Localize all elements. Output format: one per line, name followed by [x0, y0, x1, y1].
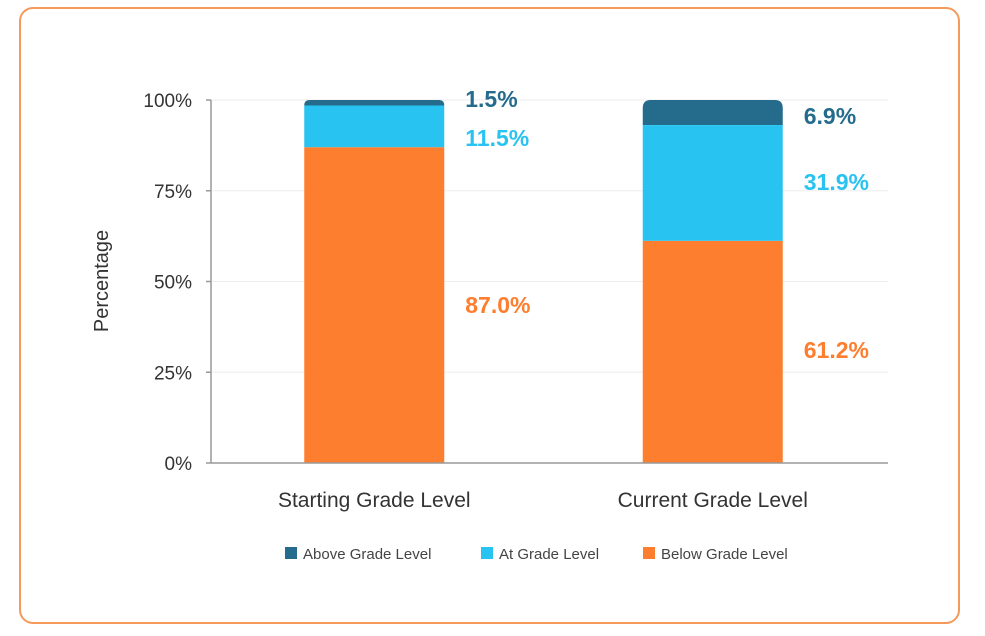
legend-swatch — [643, 547, 655, 559]
y-tick-label: 100% — [143, 91, 192, 112]
data-label: 61.2% — [804, 337, 869, 363]
data-label: 11.5% — [465, 125, 529, 151]
bar-segment — [304, 147, 445, 463]
data-label: 31.9% — [804, 169, 869, 195]
data-label: 1.5% — [465, 86, 517, 112]
category-label: Current Grade Level — [618, 489, 808, 512]
legend-label: Below Grade Level — [661, 546, 788, 563]
chart-card — [19, 7, 960, 624]
legend-label: Above Grade Level — [303, 546, 431, 563]
bars — [304, 100, 783, 463]
legend-label: At Grade Level — [499, 546, 599, 563]
y-tick-label: 75% — [154, 182, 192, 203]
bar-segment — [642, 125, 783, 241]
data-label: 87.0% — [465, 292, 530, 318]
y-ticks: 0% 25% 50% 75% 100% — [143, 91, 211, 475]
data-label: 6.9% — [804, 103, 856, 129]
legend: Above Grade Level At Grade Level Below Gra… — [285, 546, 788, 563]
y-tick-label: 0% — [165, 454, 193, 475]
bar-segment — [642, 240, 783, 463]
legend-swatch — [481, 547, 493, 559]
data-labels: 87.0% 11.5% 1.5% 61.2% 31.9% 6.9% — [465, 86, 869, 363]
y-tick-label: 50% — [154, 273, 192, 294]
bar-segment — [304, 105, 445, 148]
y-axis-title: Percentage — [91, 230, 113, 332]
bar-segment — [304, 100, 445, 106]
legend-swatch — [285, 547, 297, 559]
category-labels: Starting Grade Level Current Grade Level — [278, 489, 808, 512]
category-label: Starting Grade Level — [278, 489, 471, 512]
bar-segment — [642, 100, 783, 126]
y-tick-label: 25% — [154, 363, 192, 384]
